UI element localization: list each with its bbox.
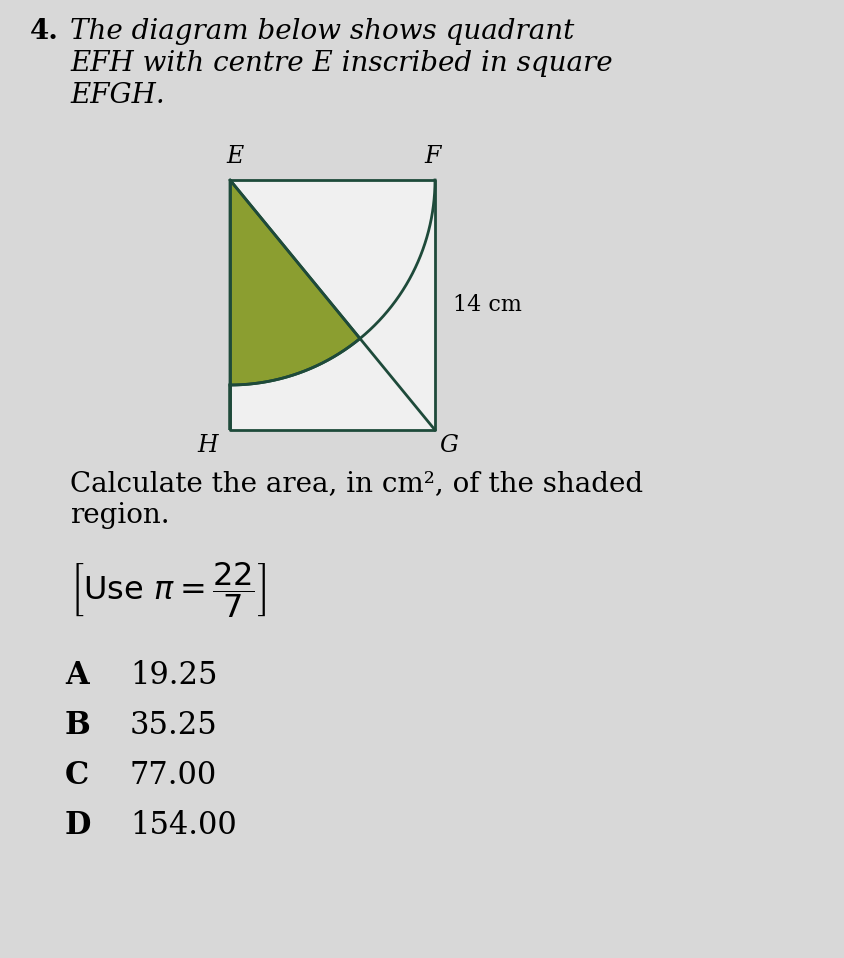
Text: G: G xyxy=(439,434,457,457)
Text: H: H xyxy=(197,434,218,457)
Text: 14 cm: 14 cm xyxy=(452,294,522,316)
Polygon shape xyxy=(230,180,360,430)
Text: F: F xyxy=(425,145,441,168)
Text: B: B xyxy=(65,710,90,741)
Text: region.: region. xyxy=(70,502,170,529)
Text: $\left[\mathrm{Use}\ \pi = \dfrac{22}{7}\right]$: $\left[\mathrm{Use}\ \pi = \dfrac{22}{7}… xyxy=(70,560,267,620)
Text: A: A xyxy=(65,660,89,691)
Text: 154.00: 154.00 xyxy=(130,810,236,841)
Text: EFH with centre E inscribed in square: EFH with centre E inscribed in square xyxy=(70,50,612,77)
Text: 35.25: 35.25 xyxy=(130,710,218,741)
Text: EFGH.: EFGH. xyxy=(70,82,165,109)
Text: The diagram below shows quadrant: The diagram below shows quadrant xyxy=(70,18,574,45)
Text: 77.00: 77.00 xyxy=(130,760,217,791)
Text: 4.: 4. xyxy=(30,18,59,45)
Text: C: C xyxy=(65,760,89,791)
Text: D: D xyxy=(65,810,91,841)
Text: 19.25: 19.25 xyxy=(130,660,217,691)
Text: E: E xyxy=(226,145,243,168)
Text: Calculate the area, in cm², of the shaded: Calculate the area, in cm², of the shade… xyxy=(70,470,642,497)
Polygon shape xyxy=(230,180,435,430)
